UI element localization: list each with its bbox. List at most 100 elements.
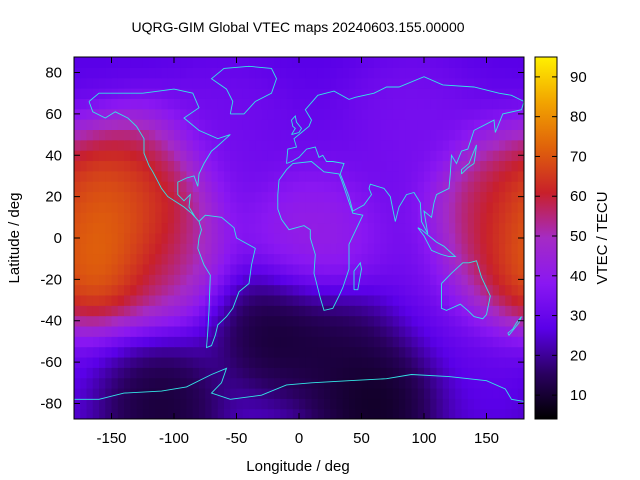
- vtec-cell: [249, 387, 256, 399]
- vtec-cell: [205, 57, 213, 68]
- vtec-cell: [174, 367, 181, 379]
- vtec-cell: [349, 139, 356, 151]
- vtec-cell: [324, 98, 331, 110]
- vtec-cell: [499, 408, 506, 419]
- vtec-cell: [92, 170, 100, 182]
- vtec-cell: [480, 315, 488, 327]
- vtec-cell: [149, 181, 156, 193]
- vtec-cell: [392, 119, 400, 130]
- vtec-cell: [492, 150, 500, 162]
- vtec-cell: [349, 150, 356, 162]
- vtec-cell: [449, 408, 456, 419]
- vtec-cell: [130, 398, 138, 410]
- vtec-cell: [411, 212, 419, 224]
- vtec-cell: [336, 367, 344, 379]
- vtec-cell: [199, 57, 206, 68]
- vtec-cell: [92, 129, 100, 141]
- vtec-cell: [449, 170, 456, 182]
- vtec-cell: [480, 387, 488, 399]
- vtec-cell: [474, 108, 481, 120]
- vtec-cell: [467, 170, 475, 182]
- vtec-cell: [361, 150, 369, 162]
- vtec-cell: [430, 88, 438, 99]
- vtec-cell: [149, 305, 156, 317]
- vtec-cell: [161, 129, 169, 141]
- vtec-cell: [99, 377, 106, 389]
- vtec-cell: [417, 398, 425, 410]
- vtec-cell: [267, 98, 275, 110]
- vtec-cell: [330, 222, 338, 234]
- vtec-cell: [161, 139, 169, 151]
- vtec-cell: [105, 67, 113, 79]
- vtec-cell: [267, 243, 275, 255]
- vtec-cell: [186, 274, 194, 286]
- vtec-cell: [274, 57, 281, 68]
- vtec-cell: [174, 408, 181, 419]
- vtec-cell: [149, 398, 156, 410]
- vtec-cell: [280, 346, 288, 358]
- vtec-cell: [324, 398, 331, 410]
- vtec-cell: [342, 212, 350, 224]
- vtec-cell: [349, 77, 356, 89]
- vtec-cell: [267, 387, 275, 399]
- vtec-cell: [386, 170, 394, 182]
- vtec-cell: [236, 98, 244, 110]
- vtec-cell: [317, 243, 325, 255]
- vtec-cell: [261, 356, 269, 368]
- vtec-cell: [155, 367, 163, 379]
- vtec-cell: [324, 387, 331, 399]
- vtec-cell: [486, 181, 494, 193]
- vtec-cell: [492, 108, 500, 120]
- vtec-cell: [267, 325, 275, 337]
- vtec-cell: [86, 263, 94, 275]
- vtec-cell: [211, 129, 219, 141]
- vtec-cell: [380, 377, 388, 389]
- vtec-cell: [336, 129, 344, 141]
- vtec-cell: [424, 274, 431, 286]
- vtec-cell: [142, 377, 150, 389]
- vtec-cell: [367, 346, 375, 358]
- vtec-cell: [367, 232, 375, 244]
- vtec-cell: [205, 325, 213, 337]
- vtec-cell: [286, 201, 294, 213]
- vtec-cell: [142, 336, 150, 348]
- vtec-cell: [467, 325, 475, 337]
- vtec-cell: [267, 150, 275, 162]
- vtec-cell: [286, 263, 294, 275]
- vtec-cell: [124, 336, 131, 348]
- vtec-cell: [355, 150, 363, 162]
- vtec-cell: [424, 315, 431, 327]
- x-tick-label: 100: [411, 430, 436, 447]
- vtec-cell: [424, 305, 431, 317]
- vtec-cell: [142, 222, 150, 234]
- vtec-cell: [180, 222, 188, 234]
- vtec-cell: [499, 222, 506, 234]
- vtec-cell: [117, 336, 125, 348]
- vtec-cell: [124, 284, 131, 296]
- vtec-cell: [74, 346, 81, 358]
- vtec-cell: [230, 325, 238, 337]
- vtec-cell: [386, 315, 394, 327]
- vtec-cell: [167, 119, 175, 130]
- vtec-cell: [274, 253, 281, 265]
- vtec-cell: [311, 232, 319, 244]
- vtec-cell: [155, 88, 163, 99]
- vtec-cell: [330, 160, 338, 172]
- vtec-cell: [299, 387, 306, 399]
- vtec-cell: [274, 222, 281, 234]
- vtec-cell: [405, 67, 413, 79]
- vtec-cell: [199, 408, 206, 419]
- vtec-cell: [317, 263, 325, 275]
- vtec-cell: [361, 253, 369, 265]
- vtec-cell: [74, 253, 81, 265]
- vtec-cell: [174, 108, 181, 120]
- vtec-cell: [405, 356, 413, 368]
- vtec-cell: [230, 160, 238, 172]
- vtec-cell: [199, 181, 206, 193]
- vtec-cell: [299, 150, 306, 162]
- vtec-cell: [130, 160, 138, 172]
- vtec-cell: [330, 325, 338, 337]
- vtec-cell: [405, 367, 413, 379]
- vtec-cell: [255, 243, 263, 255]
- vtec-cell: [261, 305, 269, 317]
